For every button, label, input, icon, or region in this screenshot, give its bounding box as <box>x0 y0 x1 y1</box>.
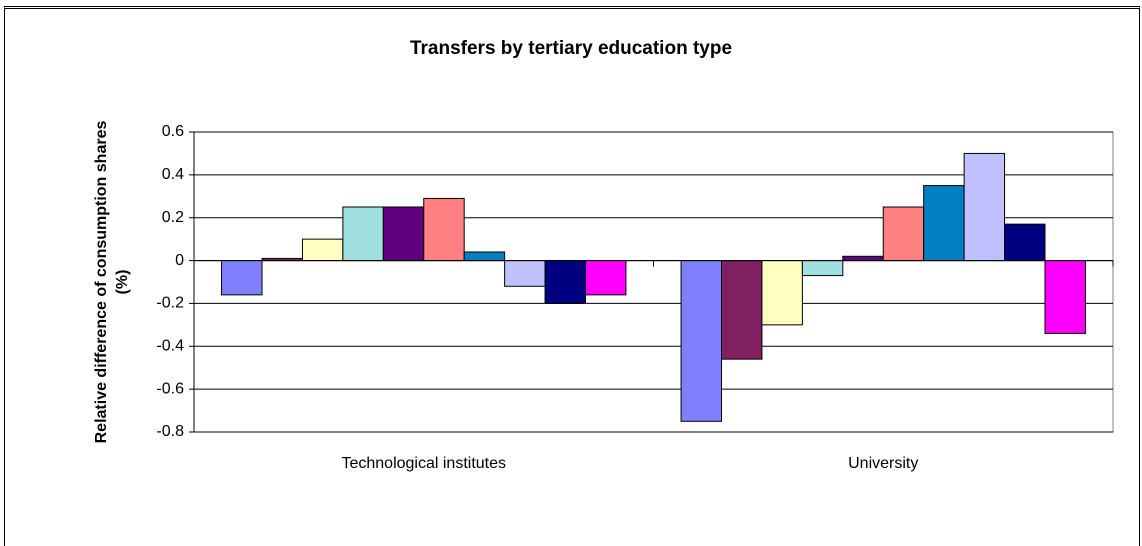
bar <box>882 206 925 262</box>
y-tick-label: 0 <box>175 252 184 269</box>
bar <box>761 260 803 326</box>
bar <box>504 260 546 287</box>
x-tick-label: Technological institutes <box>341 455 507 472</box>
bar <box>584 260 627 296</box>
y-tick-label: 0.2 <box>162 209 184 226</box>
chart-title: Transfers by tertiary education type <box>409 38 733 59</box>
bar <box>963 152 1006 262</box>
bar <box>842 255 884 262</box>
y-tick-label: 0.6 <box>162 123 184 140</box>
bar <box>342 206 384 262</box>
bar <box>301 238 344 262</box>
bar <box>544 260 586 304</box>
y-tick-label: -0.6 <box>156 380 184 397</box>
bar <box>382 206 425 262</box>
bar <box>801 260 844 277</box>
bar <box>923 185 965 262</box>
bar <box>1044 260 1086 334</box>
bar <box>221 260 263 296</box>
y-tick-label: -0.4 <box>156 338 184 355</box>
bar <box>721 260 763 360</box>
x-tick-label: University <box>848 455 919 472</box>
bar <box>463 251 506 262</box>
y-tick-label: -0.2 <box>156 295 184 312</box>
y-axis-label: Relative difference of consumption share… <box>93 120 131 444</box>
bar <box>423 197 465 262</box>
bar <box>1004 223 1046 262</box>
chart-frame <box>4 6 1140 546</box>
y-tick-label: -0.8 <box>156 423 184 440</box>
y-tick-label: 0.4 <box>162 166 184 183</box>
bar <box>680 260 723 422</box>
